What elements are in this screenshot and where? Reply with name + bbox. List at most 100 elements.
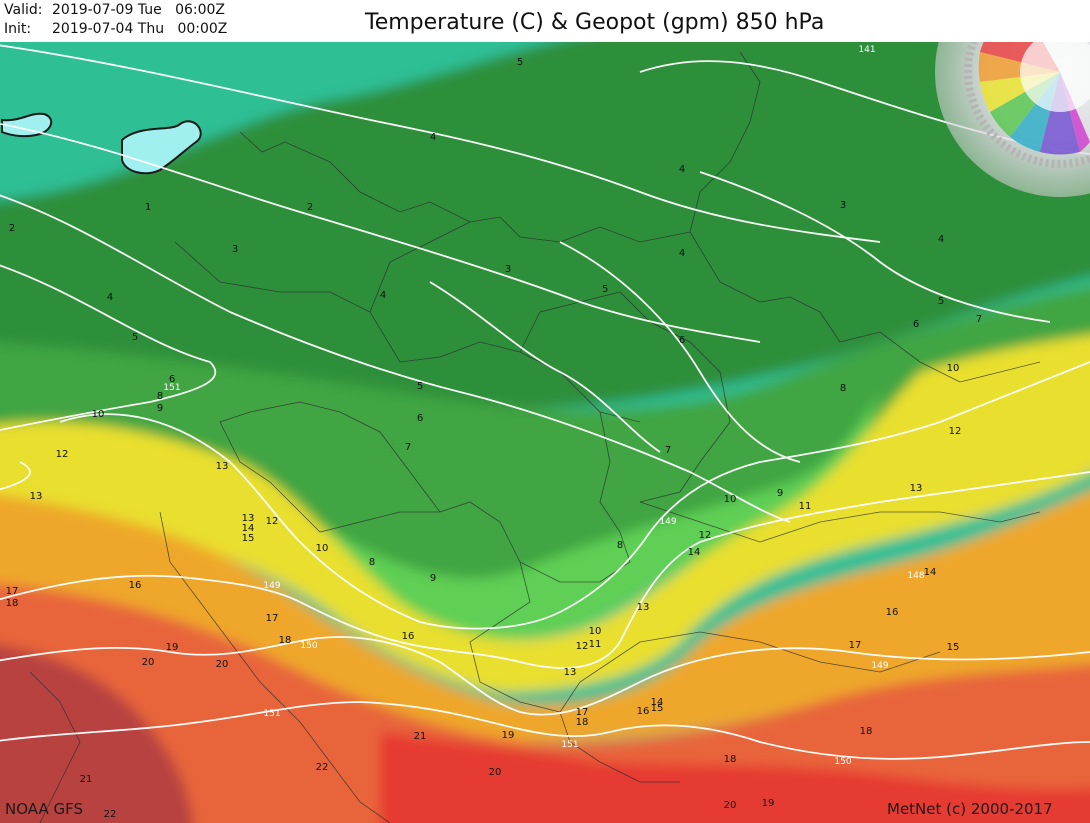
temperature-contour-label: 8 <box>157 391 163 402</box>
copyright-credit: MetNet (c) 2000-2017 <box>887 800 1053 818</box>
temperature-contour-label: 12 <box>699 530 712 541</box>
temperature-contour-label: 18 <box>724 754 737 765</box>
temperature-contour-label: 4 <box>107 292 113 303</box>
country-borders <box>29 51 1041 823</box>
temperature-contour-label: 6 <box>913 319 919 330</box>
temperature-contour-label: 13 <box>564 667 577 678</box>
temperature-contour-label: 8 <box>369 557 375 568</box>
temperature-contour-label: 17 <box>6 586 19 597</box>
temperature-contour-label: 9 <box>430 573 436 584</box>
field-red <box>380 732 1090 823</box>
temperature-contour-label: 19 <box>762 798 775 809</box>
temperature-contour-label: 12 <box>266 516 279 527</box>
temperature-contour-label: 10 <box>947 363 960 374</box>
temperature-contour-label: 15 <box>651 703 664 714</box>
chart-header: Valid: 2019-07-09 Tue 06:00Z Init: 2019-07… <box>0 0 1090 42</box>
temperature-contour-label: 18 <box>860 726 873 737</box>
temperature-contour-label: 4 <box>380 290 386 301</box>
temperature-contour-label: 10 <box>589 626 602 637</box>
temperature-contour-label: 14 <box>651 697 664 708</box>
temperature-contour-label: 10 <box>724 494 737 505</box>
temperature-contour-label: 14 <box>242 523 255 534</box>
temperature-contour-label: 15 <box>947 642 960 653</box>
geopotential-contour-label: 151 <box>561 740 578 750</box>
field-green-dark <box>0 42 1090 409</box>
temperature-contour-label: 7 <box>665 445 671 456</box>
temperature-contour-label: 22 <box>104 809 117 820</box>
temperature-contour-label: 16 <box>129 580 142 591</box>
field-green-light <box>300 392 880 638</box>
temperature-contour-label: 6 <box>169 374 175 385</box>
valid-label: Valid: <box>4 2 43 18</box>
temperature-contour-label: 16 <box>886 607 899 618</box>
geopotential-contour-label: 151 <box>163 383 180 393</box>
temperature-contour-label: 20 <box>216 659 229 670</box>
field-dark-red <box>0 645 193 823</box>
temperature-contour-label: 14 <box>688 547 701 558</box>
geopotential-contour-label: 148 <box>907 571 924 581</box>
cold-pocket-west <box>1 112 53 138</box>
init-value: 2019-07-04 Thu 00:00Z <box>52 21 228 37</box>
temperature-contour-label: 9 <box>777 488 783 499</box>
temperature-contour-label: 22 <box>316 762 329 773</box>
temperature-contour-label: 7 <box>976 314 982 325</box>
temperature-contour-label: 18 <box>279 635 292 646</box>
temperature-contour-label: 20 <box>142 657 155 668</box>
geopotential-contour-label: 150 <box>300 641 317 651</box>
temperature-contour-label: 6 <box>417 413 423 424</box>
map-title: Temperature (C) & Geopot (gpm) 850 hPa <box>365 10 825 35</box>
geopotential-contour-label: 150 <box>834 757 851 767</box>
geopotential-contour-label: 149 <box>263 581 280 591</box>
temperature-contour-label: 21 <box>414 731 427 742</box>
temperature-contour-label: 16 <box>637 706 650 717</box>
temperature-contour-label: 19 <box>166 642 179 653</box>
geopotential-contour-label: 151 <box>263 709 280 719</box>
temperature-contour-label: 8 <box>617 540 623 551</box>
temperature-contour-label: 13 <box>30 491 43 502</box>
model-credit: NOAA GFS <box>5 800 83 818</box>
temperature-contour-label: 2 <box>307 202 313 213</box>
temperature-contour-label: 11 <box>799 501 812 512</box>
temperature-contour-label: 17 <box>849 640 862 651</box>
temperature-contour-label: 3 <box>840 200 846 211</box>
temperature-contour-label: 13 <box>637 602 650 613</box>
temperature-contour-label: 3 <box>232 244 238 255</box>
temperature-contour-label: 17 <box>266 613 279 624</box>
field-orange <box>0 490 1090 742</box>
init-time: Init: 2019-07-04 Thu 00:00Z <box>4 21 227 37</box>
temperature-contour-label: 18 <box>576 717 589 728</box>
temperature-contour-label: 4 <box>679 164 685 175</box>
temperature-contour-label: 8 <box>840 383 846 394</box>
temperature-contour-label: 4 <box>430 132 436 143</box>
temperature-contour-label: 5 <box>938 296 944 307</box>
temperature-contour-label: 12 <box>576 641 589 652</box>
temperature-contour-label: 5 <box>517 57 523 68</box>
temperature-contour-label: 6 <box>679 335 685 346</box>
logo-color-wheel <box>935 42 1090 197</box>
temperature-contour-label: 14 <box>924 567 937 578</box>
temperature-contour-label: 7 <box>405 442 411 453</box>
temperature-contour-label: 12 <box>56 449 69 460</box>
temperature-contour-label: 5 <box>132 332 138 343</box>
field-red-orange <box>0 583 1090 823</box>
geopotential-contour-label: 141 <box>858 45 875 55</box>
valid-value: 2019-07-09 Tue 06:00Z <box>52 2 226 18</box>
temperature-contour-label: 21 <box>80 774 93 785</box>
geopotential-contours <box>0 44 1090 760</box>
temperature-contour-label: 18 <box>6 598 19 609</box>
temperature-contour-label: 13 <box>242 513 255 524</box>
temperature-contour-label: 12 <box>949 426 962 437</box>
temperature-contour-label: 5 <box>417 381 423 392</box>
temperature-contour-label: 11 <box>589 639 602 650</box>
weather-map[interactable]: 5 4 4 1 2 2 3 3 4 3 4 4 4 5 5 6 7 5 6 6 8 9 5 8 10 10 6 12 7 7 12 13 13 1… <box>0 42 1090 823</box>
temperature-contour-label: 20 <box>489 767 502 778</box>
valid-time: Valid: 2019-07-09 Tue 06:00Z <box>4 2 225 18</box>
temperature-contour-label: 9 <box>157 403 163 414</box>
temperature-contour-label: 17 <box>576 707 589 718</box>
temperature-contour-label: 4 <box>938 234 944 245</box>
temperature-contour-label: 16 <box>402 631 415 642</box>
temperature-contour-label: 13 <box>216 461 229 472</box>
temperature-contour-label: 5 <box>602 284 608 295</box>
